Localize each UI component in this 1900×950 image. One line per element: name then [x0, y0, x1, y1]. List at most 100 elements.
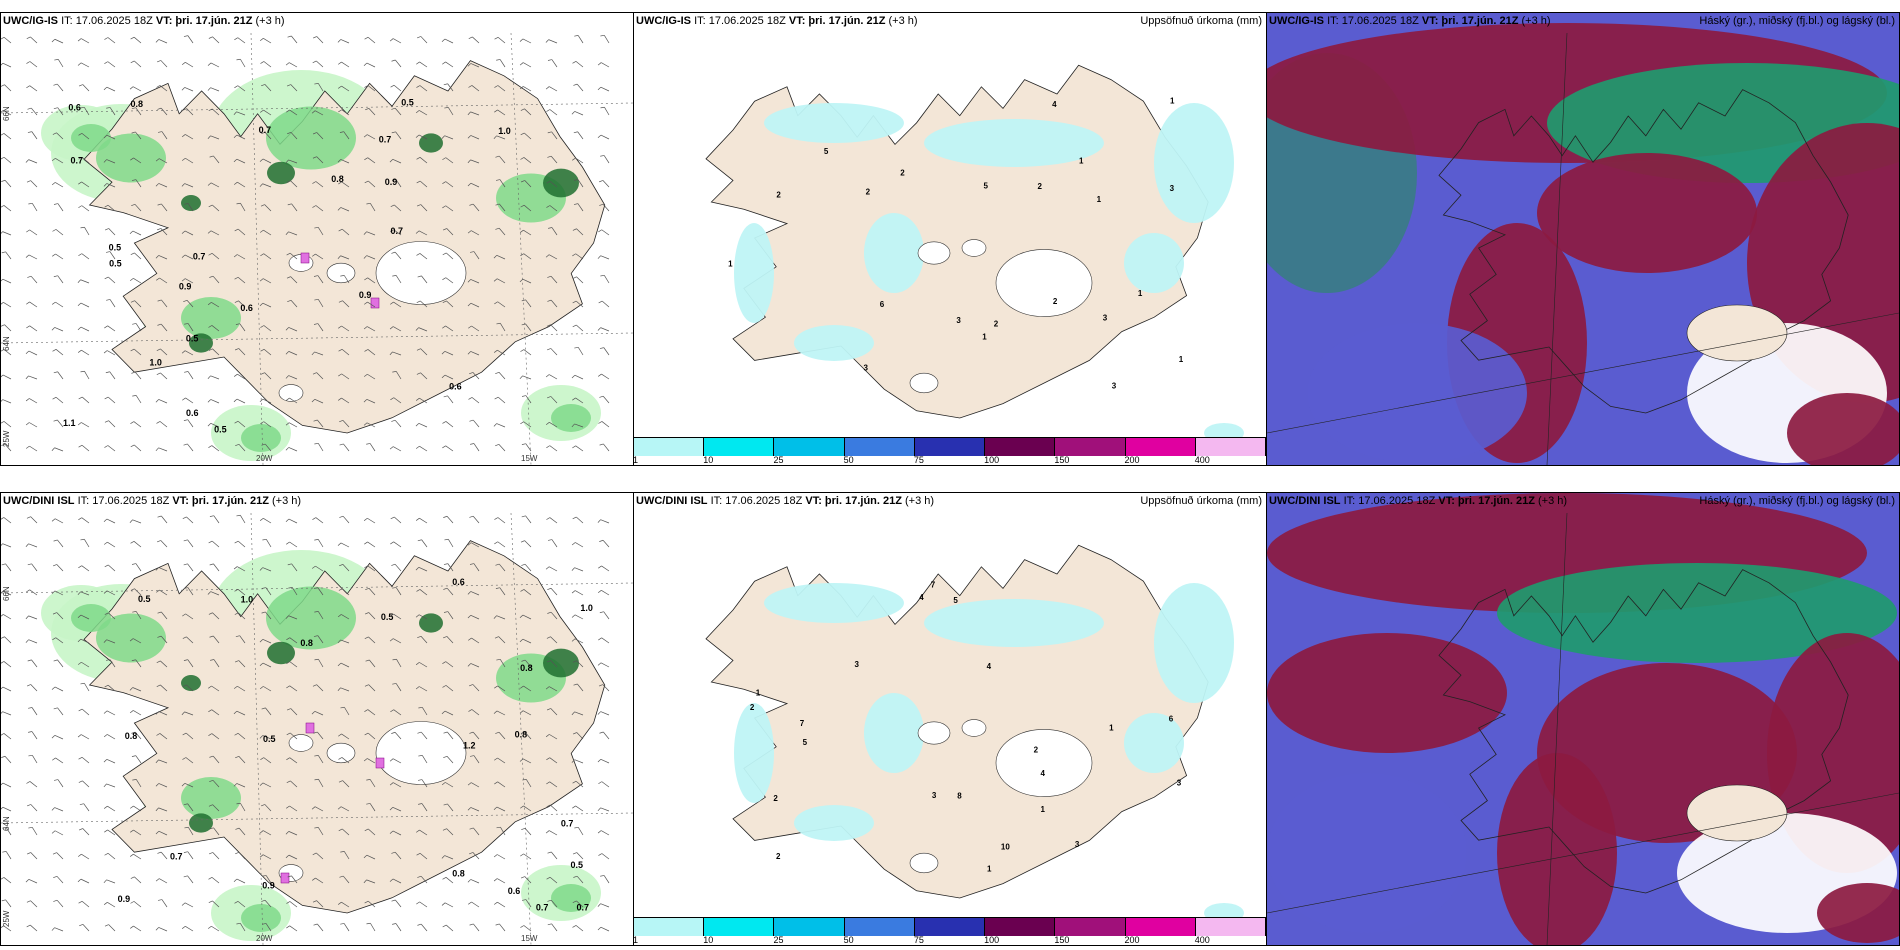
wind-barb	[343, 444, 349, 451]
wind-area-medium	[551, 404, 591, 432]
wind-barb-flag	[53, 229, 56, 231]
wind-barb	[134, 541, 141, 547]
wind-barb	[84, 804, 89, 811]
wind-barb	[188, 420, 193, 427]
precip-value-label: 1	[1179, 355, 1184, 364]
wind-barb-flag	[546, 40, 549, 43]
wind-barb-flag	[572, 446, 575, 448]
wind-barb	[83, 829, 89, 835]
wind-barb-flag	[53, 349, 56, 351]
wind-area-medium	[241, 904, 281, 932]
wind-barb-flag	[52, 182, 55, 184]
wind-barb-flag	[1, 544, 3, 547]
precip-value-label: 7	[800, 719, 805, 728]
wind-barb	[84, 371, 89, 379]
wind-barb-flag	[599, 180, 603, 181]
wind-barb-flag	[600, 35, 604, 36]
wind-barb-flag	[78, 63, 81, 66]
wind-barb-flag	[106, 299, 110, 300]
wind-barb	[602, 566, 609, 571]
wind-barb	[603, 444, 609, 451]
wind-barb-flag	[209, 901, 213, 903]
wind-barb	[4, 421, 11, 427]
panel-title: UWC/IG-IS IT: 17.06.2025 18Z VT: þri. 17…	[636, 15, 918, 28]
precip-legend: 1 10 25 50 75 100 150 200 400	[634, 917, 1266, 945]
legend-ticks: 1 10 25 50 75 100 150 200 400	[634, 935, 1266, 945]
wind-barb-flag	[392, 60, 396, 61]
wind-barb	[161, 60, 167, 67]
wind-barb-flag	[521, 564, 525, 565]
wind-barb	[56, 254, 63, 259]
wind-barb	[81, 879, 89, 883]
wind-barb	[263, 38, 271, 43]
wind-barb	[159, 879, 167, 883]
cloud-map-bottom[interactable]	[1267, 493, 1899, 945]
wind-barb	[289, 63, 297, 67]
precip-value-label: 5	[953, 596, 958, 605]
wind-barb	[601, 927, 609, 931]
wind-barb	[159, 448, 167, 451]
wind-barb-flag	[81, 371, 85, 372]
wind-barb-flag	[182, 62, 185, 64]
wind-barb	[188, 564, 193, 571]
wind-value-label: 1.0	[149, 358, 162, 368]
wind-barb-flag	[208, 399, 211, 402]
wind-value-label: 1.1	[63, 418, 76, 428]
wind-barb	[602, 230, 609, 235]
wind-barb	[30, 925, 37, 931]
wind-barb-flag	[574, 827, 578, 828]
wind-barb-flag	[52, 808, 55, 811]
wind-barb-flag	[1, 614, 3, 616]
wind-barb-flag	[27, 901, 31, 903]
wind-barb-flag	[130, 278, 133, 280]
wind-barb	[136, 395, 141, 403]
wind-barb-flag	[495, 37, 498, 39]
glacier-myrdalsjokull	[910, 853, 938, 873]
wind-barb	[29, 616, 37, 619]
wind-barb	[58, 276, 63, 283]
wind-barb-flag	[52, 831, 55, 834]
wind-barb-flag	[600, 875, 604, 876]
max-patch	[306, 723, 314, 733]
wind-barb	[29, 255, 37, 259]
wind-barb	[601, 135, 609, 139]
wind-barb	[108, 62, 115, 67]
wind-barb-flag	[390, 542, 393, 544]
legend-tick-label: 10	[703, 935, 713, 945]
wind-barb	[420, 62, 427, 67]
wind-barb-flag	[260, 38, 263, 40]
wind-value-label: 0.8	[331, 174, 344, 184]
wind-barb-flag	[468, 902, 471, 904]
wind-barb	[575, 375, 583, 379]
wind-barb-flag	[79, 757, 82, 759]
lat-label-64: 64N	[2, 816, 11, 831]
wind-barb	[474, 444, 479, 451]
precip-value-label: 1	[756, 688, 761, 697]
wind-barb	[57, 540, 63, 547]
wind-barb	[55, 448, 63, 451]
wind-barb-flag	[468, 397, 471, 399]
wind-barb	[30, 230, 37, 235]
wind-barb-flag	[131, 372, 135, 373]
wind-barb	[160, 421, 167, 427]
wind-barb-flag	[52, 928, 55, 931]
wind-barb	[578, 132, 583, 139]
wind-barb	[32, 203, 37, 211]
wind-barb	[601, 759, 609, 763]
cloud-map-top[interactable]	[1267, 13, 1899, 465]
wind-barb-flag	[79, 709, 83, 711]
cloud-title: Háský (gr.), miðský (fj.bl.) og lágský (…	[1699, 15, 1895, 28]
wind-barb-flag	[26, 422, 29, 425]
wind-barb-flag	[53, 900, 57, 901]
wind-barb-flag	[80, 683, 84, 684]
wind-barb-flag	[468, 879, 471, 882]
wind-barb-flag	[546, 110, 549, 112]
wind-barb-flag	[598, 135, 601, 138]
wind-barb	[396, 924, 401, 931]
wind-barb	[368, 542, 375, 547]
wind-barb	[84, 227, 89, 235]
